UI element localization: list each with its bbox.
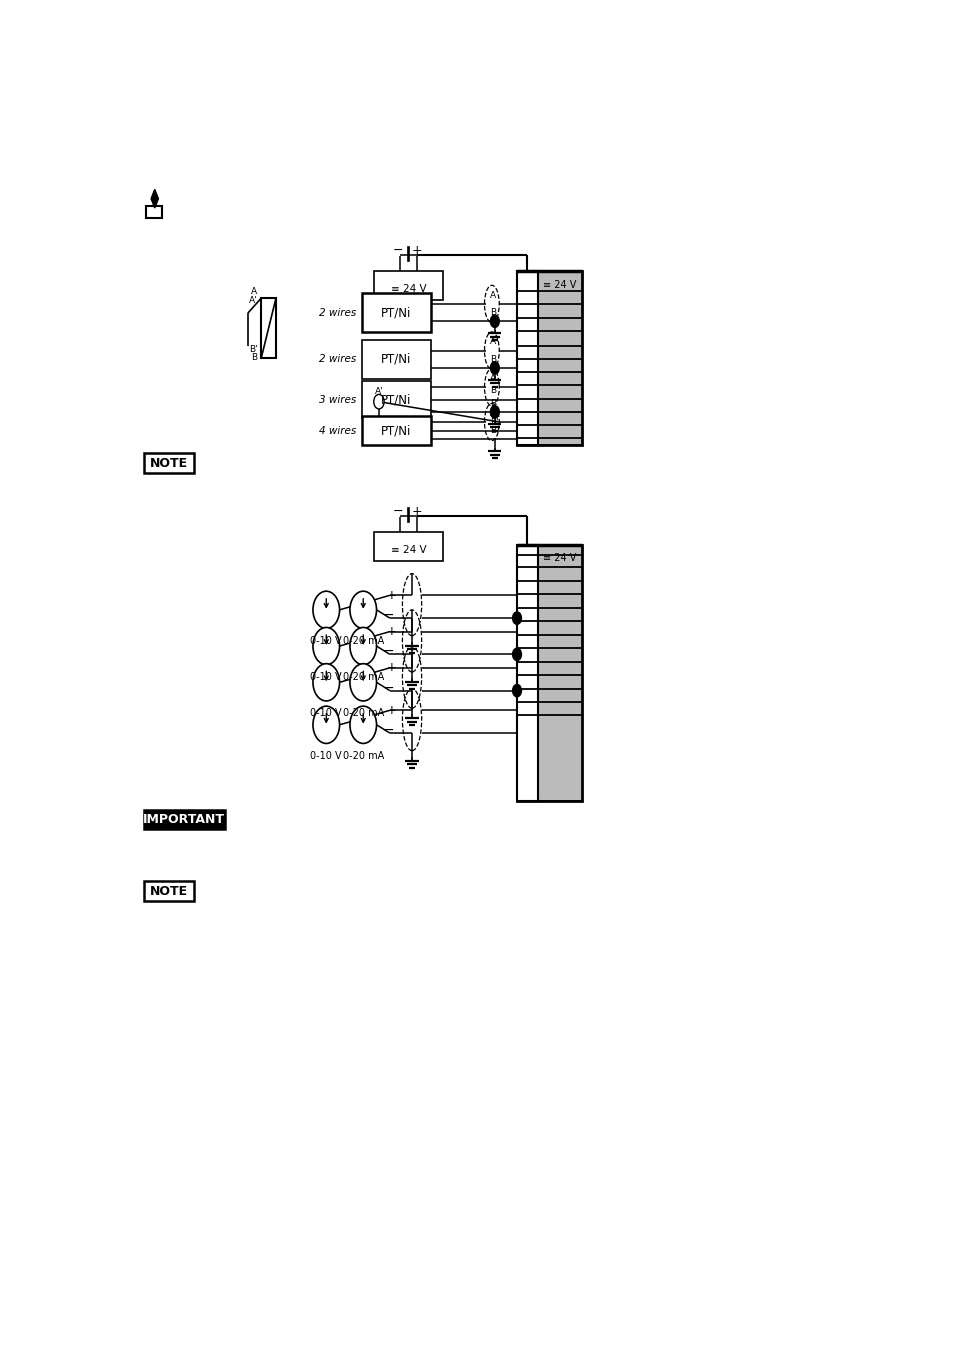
Bar	[408, 508, 409, 522]
Text: IMPORTANT: IMPORTANT	[143, 814, 225, 826]
Circle shape	[490, 362, 498, 374]
Text: B: B	[490, 355, 496, 363]
Circle shape	[350, 663, 376, 701]
Text: 0-10 V: 0-10 V	[310, 672, 342, 682]
Text: +: +	[386, 625, 395, 638]
Text: +: +	[386, 703, 395, 717]
Text: NOTE: NOTE	[150, 457, 188, 469]
Bar	[144, 810, 225, 830]
Text: −: −	[382, 608, 394, 621]
Text: PT/Ni: PT/Ni	[380, 307, 411, 319]
Bar	[146, 206, 162, 218]
Circle shape	[512, 685, 521, 697]
Text: ≡ 24 V: ≡ 24 V	[542, 280, 576, 289]
Circle shape	[313, 592, 339, 628]
Bar	[361, 381, 430, 418]
Text: 0-10 V: 0-10 V	[310, 751, 342, 761]
Text: PT/Ni: PT/Ni	[380, 393, 411, 406]
Text: A: A	[490, 338, 496, 347]
Text: +: +	[386, 662, 395, 674]
Polygon shape	[151, 190, 158, 208]
Circle shape	[313, 663, 339, 701]
Bar	[361, 293, 430, 332]
Text: PT/Ni: PT/Ni	[380, 352, 411, 366]
Bar	[261, 299, 275, 358]
Text: A: A	[490, 374, 496, 383]
Bar	[361, 416, 430, 445]
Text: ≡ 24 V: ≡ 24 V	[391, 284, 426, 295]
Text: B': B'	[490, 417, 498, 426]
Text: +: +	[386, 589, 395, 601]
Text: +: +	[411, 243, 422, 257]
Text: NOTE: NOTE	[150, 885, 188, 897]
Text: 3 wires: 3 wires	[318, 394, 355, 405]
Text: B': B'	[249, 346, 257, 354]
Text: −: −	[392, 243, 402, 257]
Text: 2 wires: 2 wires	[318, 354, 355, 364]
Text: −: −	[382, 681, 394, 694]
Circle shape	[313, 706, 339, 744]
Text: −: −	[382, 724, 394, 737]
Bar	[144, 881, 193, 901]
Text: A: A	[490, 291, 496, 300]
Text: A': A'	[249, 296, 257, 305]
Circle shape	[490, 315, 498, 327]
Bar	[374, 533, 442, 561]
Circle shape	[350, 592, 376, 628]
Bar	[517, 545, 537, 802]
Text: 0-20 mA: 0-20 mA	[342, 672, 383, 682]
Circle shape	[350, 706, 376, 744]
Text: −: −	[382, 644, 394, 658]
Bar	[517, 545, 581, 802]
Text: −: −	[392, 504, 402, 518]
Circle shape	[313, 627, 339, 664]
Text: 0-20 mA: 0-20 mA	[342, 636, 383, 646]
Circle shape	[490, 406, 498, 418]
Text: 0-20 mA: 0-20 mA	[342, 709, 383, 718]
Text: +: +	[411, 504, 422, 518]
Text: B: B	[490, 308, 496, 317]
Bar	[517, 272, 581, 445]
Circle shape	[512, 612, 521, 624]
Text: 0-10 V: 0-10 V	[310, 709, 342, 718]
Text: PT/Ni: PT/Ni	[380, 424, 411, 437]
Text: A: A	[252, 288, 257, 296]
Text: ≡ 24 V: ≡ 24 V	[542, 553, 576, 564]
Circle shape	[512, 648, 521, 660]
Bar	[408, 247, 409, 261]
Bar	[374, 272, 442, 300]
Text: ≡ 24 V: ≡ 24 V	[391, 545, 426, 555]
Circle shape	[374, 394, 384, 409]
Text: 2 wires: 2 wires	[318, 308, 355, 317]
Bar	[361, 339, 430, 379]
Text: 4 wires: 4 wires	[318, 425, 355, 436]
Text: B: B	[252, 352, 257, 362]
Text: A': A'	[375, 387, 383, 395]
Text: B: B	[490, 426, 496, 436]
Text: A: A	[490, 409, 496, 418]
Bar	[144, 453, 193, 473]
Text: B': B'	[490, 386, 498, 395]
Text: 0-20 mA: 0-20 mA	[342, 751, 383, 761]
Circle shape	[350, 627, 376, 664]
Text: 0-10 V: 0-10 V	[310, 636, 342, 646]
Text: B: B	[490, 398, 496, 408]
Bar	[517, 272, 537, 445]
